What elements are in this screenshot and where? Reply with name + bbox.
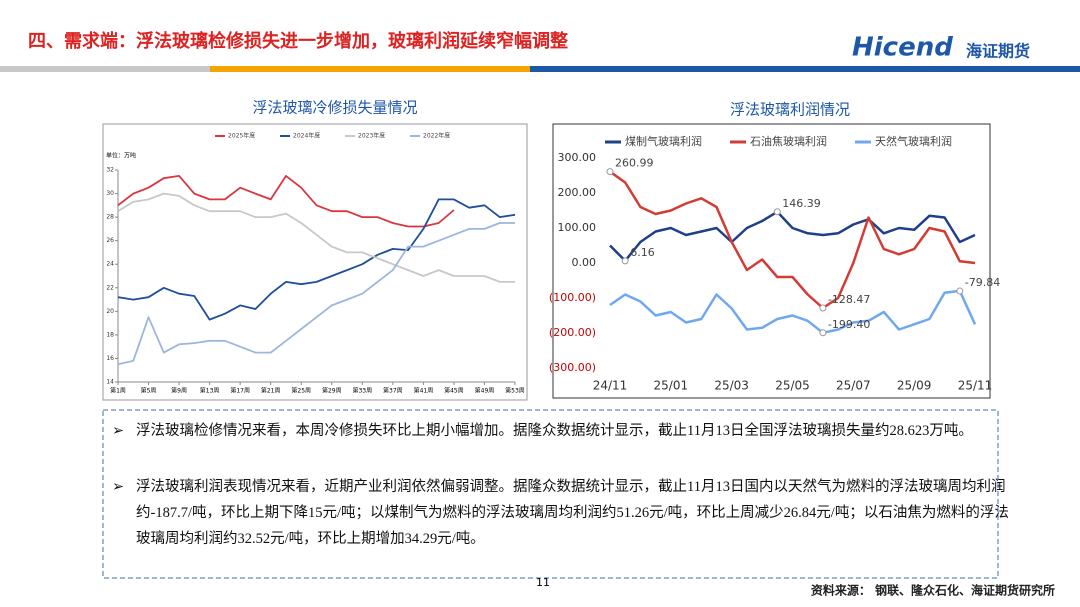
data-label: -128.47 [828, 293, 870, 306]
x-tick-label: 第29周 [322, 387, 342, 395]
x-tick-label: 第21周 [261, 387, 281, 395]
chart-title: 浮法玻璃冷修损失量情况 [252, 99, 417, 117]
data-label: -79.84 [965, 276, 1000, 289]
x-tick-label: 第33周 [352, 387, 372, 395]
stripe [530, 66, 1080, 72]
y-axis-label: 单位：万吨 [106, 152, 136, 160]
slide-title: 四、需求端：浮法玻璃检修损失进一步增加，玻璃利润延续窄幅调整 [28, 30, 568, 52]
logo: Hicend [852, 33, 953, 63]
x-tick-label: 第41周 [414, 387, 434, 395]
y-tick-label: 200.00 [558, 186, 597, 199]
x-tick-label: 25/07 [836, 379, 871, 393]
y-tick-label: 32 [106, 167, 114, 174]
y-tick-label: 14 [106, 379, 114, 386]
legend-label: 石油焦玻璃利润 [750, 134, 827, 148]
chart-title: 浮法玻璃利润情况 [730, 101, 850, 119]
y-tick-label: 18 [106, 331, 114, 338]
x-tick-label: 第17周 [230, 387, 250, 395]
x-tick-label: 第9周 [171, 387, 187, 395]
x-tick-label: 25/05 [775, 379, 810, 393]
y-tick-label: 20 [106, 308, 114, 315]
series-line [609, 210, 976, 263]
chart-frame [102, 123, 528, 401]
x-tick-label: 第37周 [383, 387, 403, 395]
label-point [956, 287, 964, 295]
x-tick-label: 25/03 [714, 379, 749, 393]
x-tick-label: 25/09 [897, 379, 932, 393]
legend-label: 2024年度 [293, 132, 320, 140]
label-point [819, 304, 827, 312]
y-tick-label: (200.00) [549, 326, 596, 339]
stripe [0, 66, 210, 72]
label-point [773, 208, 781, 216]
y-tick-label: 28 [106, 214, 114, 221]
y-tick-label: 26 [106, 237, 114, 244]
x-tick-label: 第49周 [475, 387, 495, 395]
label-point [621, 257, 629, 265]
y-tick-label: 0.00 [572, 256, 597, 269]
series-line [117, 192, 515, 283]
series-line [117, 198, 516, 321]
y-tick-label: 16 [106, 355, 114, 362]
page-number: 11 [536, 576, 550, 589]
x-tick-label: 第5周 [141, 387, 157, 395]
y-tick-label: 22 [106, 284, 114, 291]
series-line [117, 222, 515, 366]
data-label: 260.99 [615, 157, 654, 170]
chart-frame [552, 123, 991, 399]
logo-sub: 海证期货 [966, 42, 1030, 61]
y-tick-label: 30 [106, 190, 114, 197]
bullet: 浮法玻璃检修情况来看，本周冷修损失环比上期小幅增加。据隆众数据统计显示，截止11… [112, 418, 1016, 444]
x-tick-label: 第1周 [110, 387, 126, 395]
legend-label: 煤制气玻璃利润 [625, 134, 702, 148]
x-tick-label: 第13周 [200, 387, 220, 395]
legend-label: 天然气玻璃利润 [875, 134, 952, 148]
y-tick-label: (100.00) [549, 291, 596, 304]
legend-label: 2025年度 [228, 132, 255, 140]
data-label: 6.16 [630, 246, 655, 259]
x-tick-label: 25/01 [654, 379, 689, 393]
series-line [609, 170, 976, 310]
x-tick-label: 第53周 [505, 387, 525, 395]
x-tick-label: 24/11 [593, 379, 628, 393]
label-point [606, 168, 614, 176]
series-line [609, 289, 977, 335]
bullet: 浮法玻璃利润表现情况来看，近期产业利润依然偏弱调整。据隆众数据统计显示，截止11… [112, 474, 1016, 552]
stripe [210, 66, 530, 72]
y-tick-label: 24 [106, 261, 114, 268]
x-tick-label: 第45周 [444, 387, 464, 395]
source: 资料来源： 钢联、隆众石化、海证期货研究所 [811, 583, 1055, 598]
data-label: -199.40 [828, 318, 870, 331]
x-tick-label: 25/11 [958, 379, 993, 393]
label-point [819, 329, 827, 337]
legend-label: 2022年度 [423, 132, 450, 140]
x-tick-label: 第25周 [291, 387, 311, 395]
legend-label: 2023年度 [358, 132, 385, 140]
y-tick-label: 300.00 [558, 151, 597, 164]
y-tick-label: 100.00 [558, 221, 597, 234]
y-tick-label: (300.00) [549, 361, 596, 374]
data-label: 146.39 [782, 197, 821, 210]
series-line [117, 175, 455, 228]
